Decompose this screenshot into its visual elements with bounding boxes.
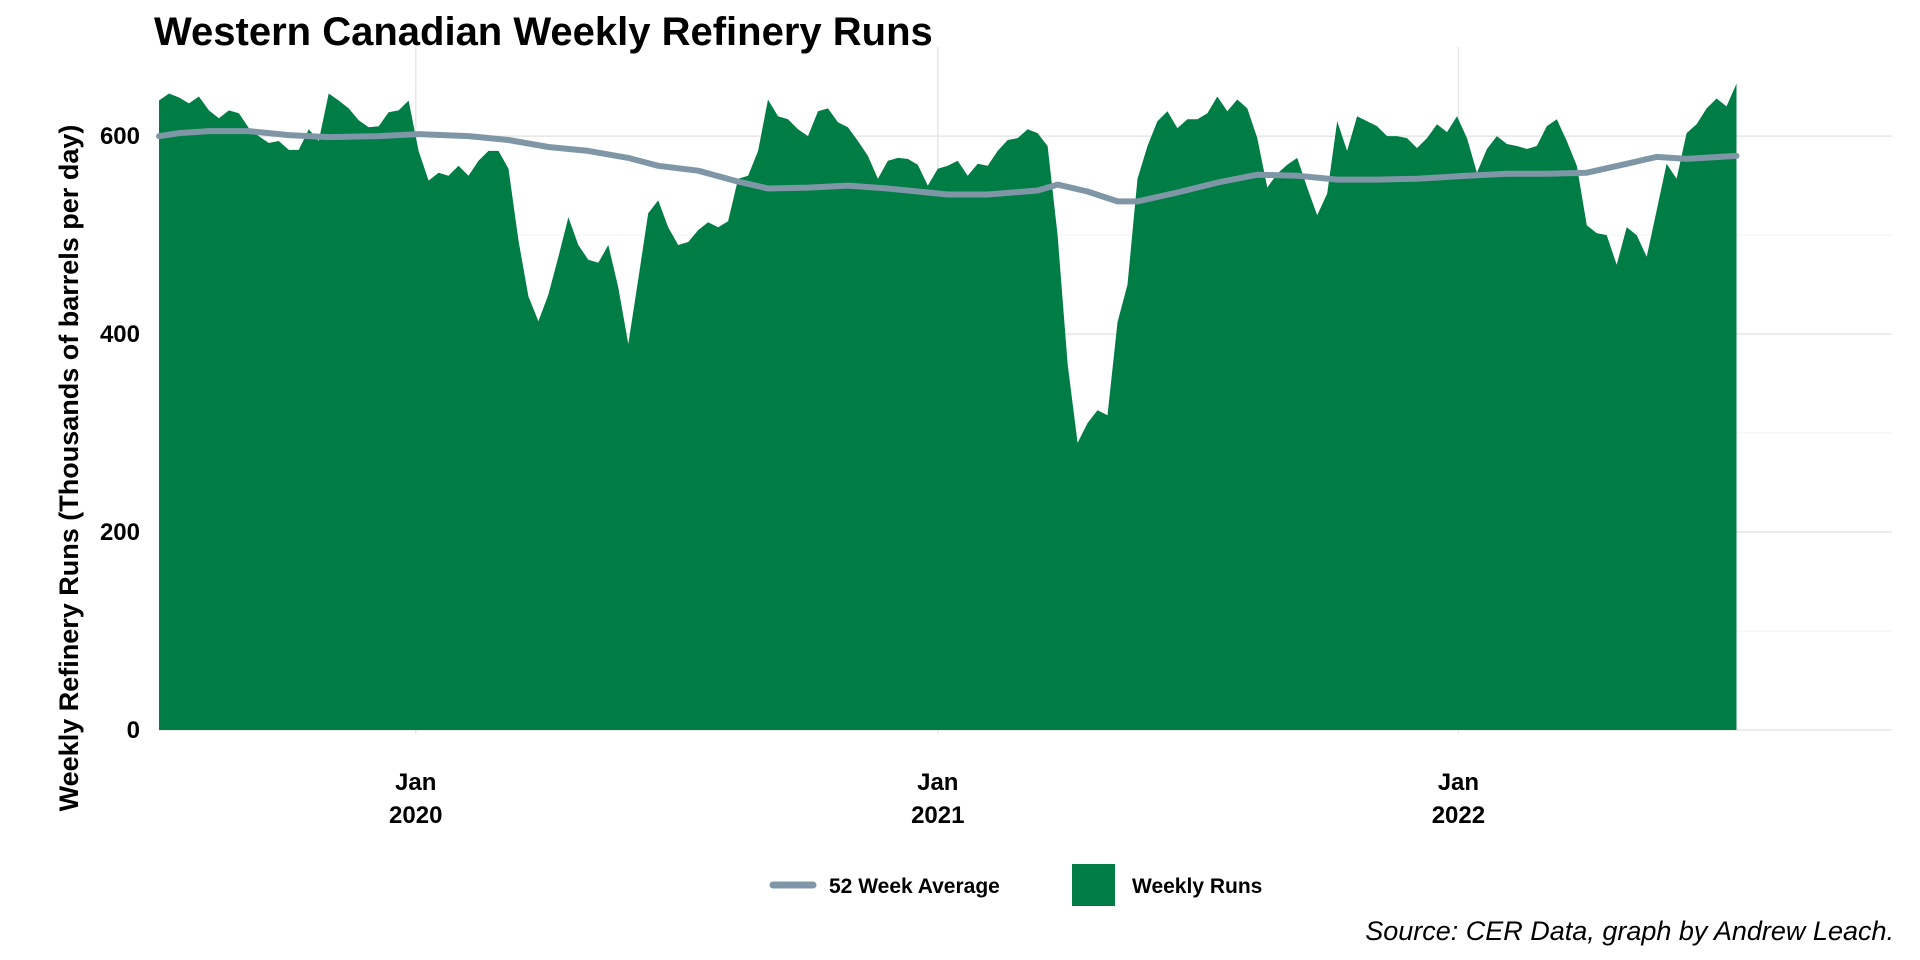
average-line-layer [156, 128, 1740, 205]
legend-label-52-week-average: 52 Week Average [829, 875, 1000, 898]
x-tick-label: Jan [1438, 769, 1479, 796]
y-tick-label: 400 [100, 321, 140, 348]
weekly-runs-area [159, 83, 1737, 731]
x-tick-label: 2021 [911, 802, 964, 829]
legend-swatch-weekly-runs [1072, 864, 1115, 906]
average-line [156, 128, 1740, 205]
x-axis-ticks: Jan 2020 Jan 2021 Jan 2022 [389, 769, 1485, 829]
y-axis-label: Weekly Refinery Runs (Thousands of barre… [54, 125, 84, 812]
y-tick-label: 200 [100, 519, 140, 546]
source-caption: Source: CER Data, graph by Andrew Leach. [1365, 916, 1894, 946]
y-tick-label: 600 [100, 123, 140, 150]
y-tick-label: 0 [127, 717, 140, 744]
legend: 52 Week Average Weekly Runs [769, 864, 1262, 906]
x-tick-label: Jan [917, 769, 958, 796]
y-axis-ticks: 0 200 400 600 [100, 123, 140, 744]
chart-title: Western Canadian Weekly Refinery Runs [154, 10, 933, 54]
x-tick-label: 2022 [1432, 802, 1485, 829]
legend-label-weekly-runs: Weekly Runs [1132, 875, 1262, 898]
x-tick-label: Jan [395, 769, 436, 796]
weekly-runs-area-layer [159, 83, 1737, 731]
x-tick-label: 2020 [389, 802, 442, 829]
